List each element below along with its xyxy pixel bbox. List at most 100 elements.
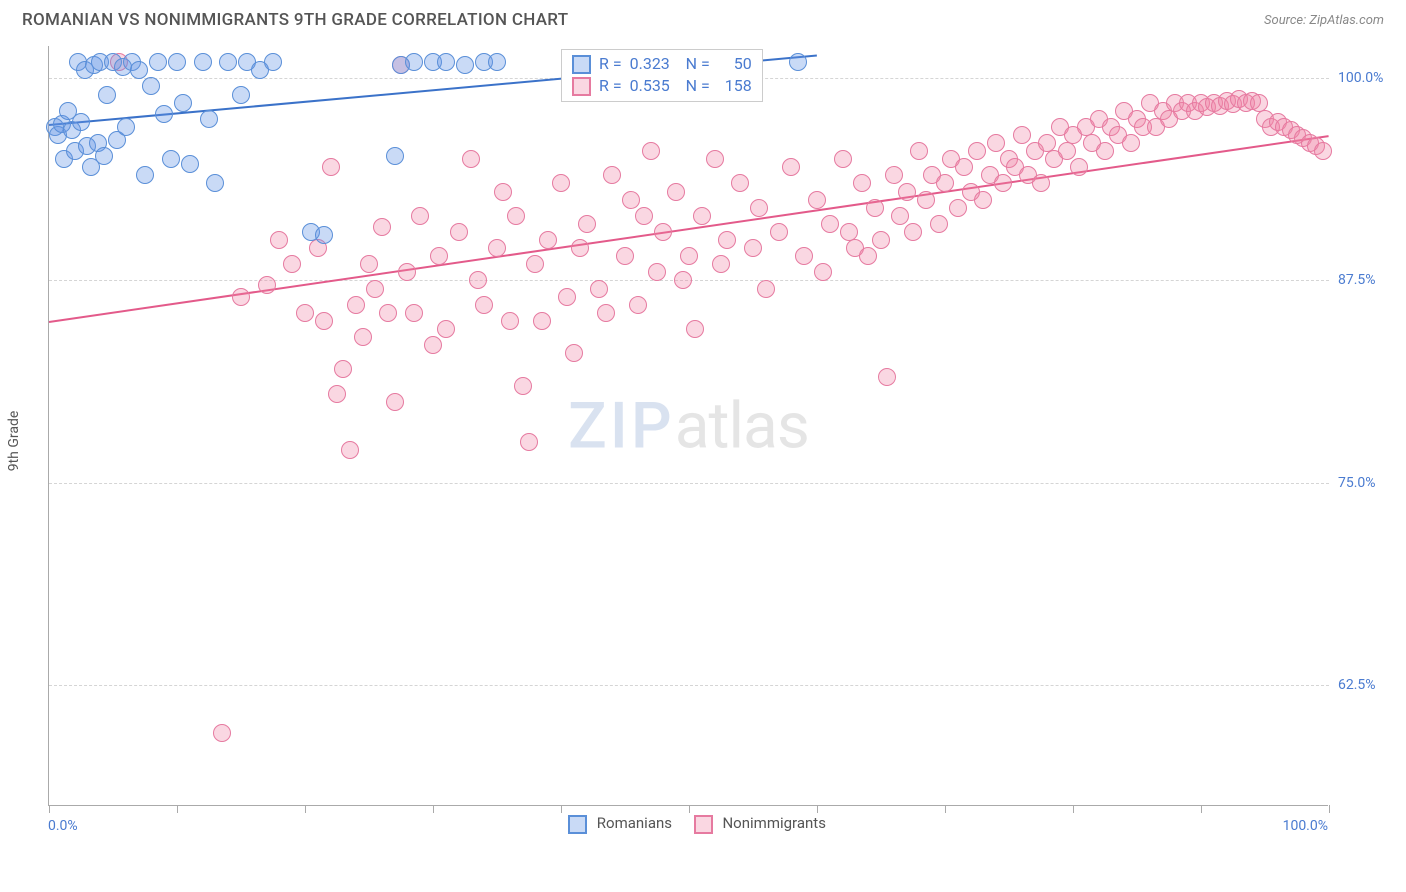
data-point (475, 296, 493, 314)
data-point (437, 320, 455, 338)
data-point (430, 247, 448, 265)
data-point (117, 118, 135, 136)
data-point (405, 53, 423, 71)
legend-label-romanians: Romanians (597, 814, 672, 832)
legend-bottom: Romanians Nonimmigrants (48, 814, 1328, 834)
data-point (219, 53, 237, 71)
legend-R-value: 0.323 (630, 53, 678, 75)
data-point (808, 191, 826, 209)
data-point (891, 207, 909, 225)
data-point (955, 158, 973, 176)
data-point (360, 255, 378, 273)
legend-swatch-romanians (568, 815, 587, 834)
data-point (283, 255, 301, 273)
data-point (1058, 142, 1076, 160)
data-point (533, 312, 551, 330)
data-point (552, 174, 570, 192)
data-point (590, 280, 608, 298)
data-point (782, 158, 800, 176)
data-point (142, 77, 160, 95)
x-tick-mark (817, 805, 818, 813)
x-tick-mark (689, 805, 690, 813)
data-point (814, 263, 832, 281)
data-point (571, 239, 589, 257)
legend-N-value: 50 (718, 53, 752, 75)
data-point (398, 263, 416, 281)
x-tick-mark (177, 805, 178, 813)
data-point (872, 231, 890, 249)
x-tick-mark (945, 805, 946, 813)
data-point (744, 239, 762, 257)
data-point (616, 247, 634, 265)
data-point (341, 441, 359, 459)
data-point (712, 255, 730, 273)
data-point (181, 155, 199, 173)
data-point (680, 247, 698, 265)
data-point (558, 288, 576, 306)
chart-title: ROMANIAN VS NONIMMIGRANTS 9TH GRADE CORR… (22, 10, 568, 30)
legend-R-value: 0.535 (630, 75, 678, 97)
data-point (149, 53, 167, 71)
data-point (213, 724, 231, 742)
data-point (507, 207, 525, 225)
data-point (174, 94, 192, 112)
data-point (162, 150, 180, 168)
data-point (904, 223, 922, 241)
data-point (648, 263, 666, 281)
data-point (526, 255, 544, 273)
data-point (757, 280, 775, 298)
data-point (674, 271, 692, 289)
data-point (264, 53, 282, 71)
data-point (386, 147, 404, 165)
data-point (315, 312, 333, 330)
data-point (578, 215, 596, 233)
data-point (936, 174, 954, 192)
data-point (878, 368, 896, 386)
data-point (654, 223, 672, 241)
data-point (354, 328, 372, 346)
data-point (898, 183, 916, 201)
x-tick-mark (1073, 805, 1074, 813)
data-point (405, 304, 423, 322)
x-tick-mark (1201, 805, 1202, 813)
data-point (667, 183, 685, 201)
y-tick-label: 87.5% (1338, 272, 1376, 288)
data-point (373, 218, 391, 236)
data-point (232, 86, 250, 104)
source-label: Source: ZipAtlas.com (1264, 13, 1384, 28)
x-tick-mark (1329, 805, 1330, 813)
data-point (834, 150, 852, 168)
data-point (450, 223, 468, 241)
data-point (930, 215, 948, 233)
data-point (718, 231, 736, 249)
data-point (706, 150, 724, 168)
data-point (200, 110, 218, 128)
y-tick-label: 100.0% (1338, 70, 1383, 86)
data-point (469, 271, 487, 289)
data-point (859, 247, 877, 265)
data-point (366, 280, 384, 298)
data-point (917, 191, 935, 209)
data-point (642, 142, 660, 160)
legend-R-label: R = (599, 53, 622, 75)
y-tick-label: 62.5% (1338, 677, 1376, 693)
watermark: ZIPatlas (568, 388, 809, 463)
data-point (885, 166, 903, 184)
x-tick-mark (49, 805, 50, 813)
data-point (437, 53, 455, 71)
data-point (386, 393, 404, 411)
data-point (328, 385, 346, 403)
data-point (136, 166, 154, 184)
data-point (987, 134, 1005, 152)
data-point (322, 158, 340, 176)
data-point (155, 105, 173, 123)
data-point (488, 53, 506, 71)
data-point (501, 312, 519, 330)
data-point (1070, 158, 1088, 176)
data-point (168, 53, 186, 71)
data-point (565, 344, 583, 362)
data-point (770, 223, 788, 241)
data-point (795, 247, 813, 265)
data-point (488, 239, 506, 257)
data-point (270, 231, 288, 249)
